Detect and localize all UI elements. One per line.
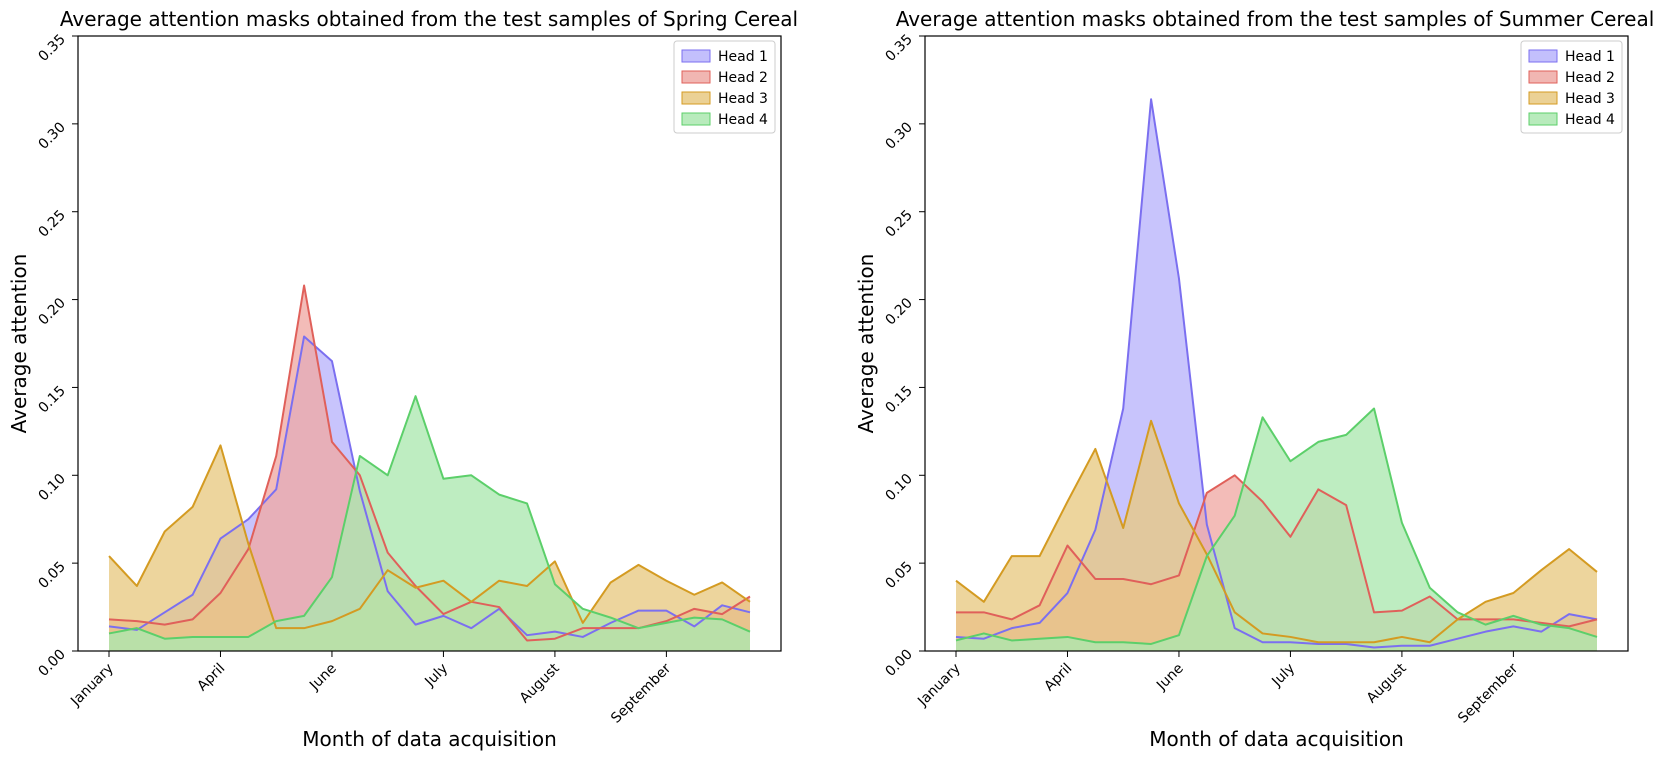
y-tick-label: 0.25 (882, 207, 915, 240)
series-line-head-4 (108, 395, 751, 640)
y-tick-label: 0.00 (882, 647, 915, 680)
legend-swatch-head-4 (681, 112, 711, 126)
x-tick-label: June (1153, 661, 1187, 695)
chart-title: Average attention masks obtained from th… (896, 7, 1655, 31)
y-tick-label: 0.30 (35, 119, 68, 152)
series-line-head-2 (956, 474, 1598, 628)
y-tick-label: 0.05 (882, 559, 915, 592)
legend-label-head-2: Head 2 (718, 70, 768, 86)
y-tick-label: 0.10 (35, 471, 68, 504)
legend-swatch-head-1 (681, 49, 711, 63)
legend: Head 1 Head 2 Head 3 Head 4 (673, 40, 776, 134)
chart-title: Average attention masks obtained from th… (60, 7, 798, 31)
series-line-head-4 (955, 407, 1598, 645)
series-area-head-4 (109, 396, 750, 651)
y-tick-label: 0.15 (882, 383, 915, 416)
legend-box (673, 40, 776, 134)
y-tick-label: 0.10 (882, 471, 915, 504)
x-tick-label: September (608, 660, 674, 726)
plot-frame (77, 35, 782, 652)
y-tick-label: 0.30 (882, 119, 915, 152)
legend-box (1520, 40, 1623, 134)
series-area-head-3 (956, 420, 1597, 651)
y-tick-label: 0.05 (35, 559, 68, 592)
legend-swatch-head-1 (1528, 49, 1558, 63)
x-tick-label: April (1041, 661, 1075, 695)
x-axis-label: Month of data acquisition (1149, 727, 1404, 751)
legend-swatch-head-4 (1528, 112, 1558, 126)
chart-panel-2: Average attention masks obtained from th… (854, 7, 1654, 751)
legend-label-head-4: Head 4 (718, 112, 768, 128)
legend-label-head-1: Head 1 (718, 49, 768, 65)
y-axis-label: Average attention (7, 254, 31, 434)
y-tick-label: 0.15 (35, 383, 68, 416)
x-tick-label: July (421, 661, 451, 691)
series-line-head-3 (955, 419, 1598, 644)
series-line-head-3 (108, 444, 751, 630)
x-tick-label: January (914, 661, 964, 711)
legend-label-head-1: Head 1 (1565, 49, 1615, 65)
series-area-head-4 (956, 408, 1597, 651)
series-line-head-1 (108, 335, 751, 638)
legend: Head 1 Head 2 Head 3 Head 4 (1520, 40, 1623, 134)
y-tick-label: 0.20 (882, 295, 915, 328)
legend-swatch-head-2 (681, 70, 711, 84)
series-area-head-2 (109, 285, 750, 651)
x-tick-label: January (67, 661, 117, 711)
y-tick-label: 0.35 (35, 32, 68, 65)
legend-label-head-2: Head 2 (1565, 70, 1615, 86)
plot-frame (924, 35, 1629, 652)
y-tick-label: 0.25 (35, 207, 68, 240)
legend-swatch-head-2 (1528, 70, 1558, 84)
legend-label-head-3: Head 3 (1565, 91, 1615, 107)
legend-label-head-4: Head 4 (1565, 112, 1615, 128)
x-tick-label: July (1268, 661, 1298, 691)
x-tick-label: August (1364, 660, 1410, 706)
legend-label-head-3: Head 3 (718, 91, 768, 107)
x-tick-label: September (1455, 660, 1521, 726)
legend-swatch-head-3 (1528, 91, 1558, 105)
x-tick-label: August (517, 660, 563, 706)
y-tick-label: 0.20 (35, 295, 68, 328)
y-tick-label: 0.00 (35, 647, 68, 680)
series-line-head-1 (955, 98, 1598, 649)
x-tick-label: April (194, 661, 228, 695)
legend-swatch-head-3 (681, 91, 711, 105)
y-axis-label: Average attention (854, 254, 878, 434)
chart-panel-1: Average attention masks obtained from th… (7, 7, 798, 751)
x-axis-label: Month of data acquisition (302, 727, 557, 751)
x-tick-label: June (306, 661, 340, 695)
y-tick-label: 0.35 (882, 32, 915, 65)
